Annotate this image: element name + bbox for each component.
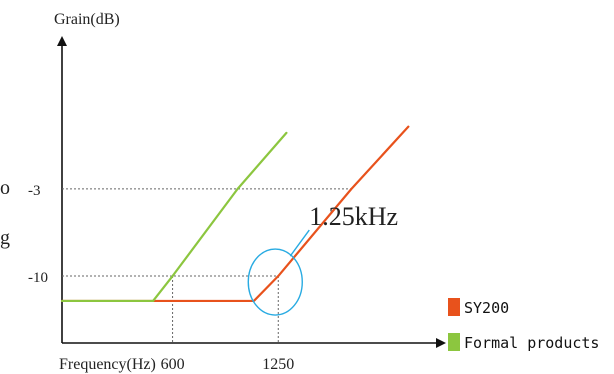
chart-layer: -10 -3 600 1250 1.25kHz SY200 Formal products [28,36,599,373]
series-line-1 [60,131,288,303]
annotation-text: 1.25kHz [309,202,398,231]
x-tick-label: 600 [161,356,185,373]
annotation-ellipse [247,248,303,316]
margin-mark-o: o [0,177,10,199]
legend-label-0: SY200 [464,299,509,317]
margin-mark-g: g [0,227,10,249]
legend-swatch-1 [448,333,460,351]
legend-label-1: Formal products [464,334,599,352]
y-axis-label: Grain(dB) [54,11,120,28]
series-line-0 [60,125,410,303]
y-tick-label: -10 [28,270,48,286]
legend-swatch-0 [448,298,460,316]
x-axis-label: Frequency(Hz) [59,356,156,373]
annotation-leader [289,229,310,257]
x-axis-arrowhead [436,338,446,348]
x-tick-label: 1250 [262,356,294,373]
y-axis-arrowhead [57,36,67,46]
y-tick-label: -3 [28,183,41,199]
